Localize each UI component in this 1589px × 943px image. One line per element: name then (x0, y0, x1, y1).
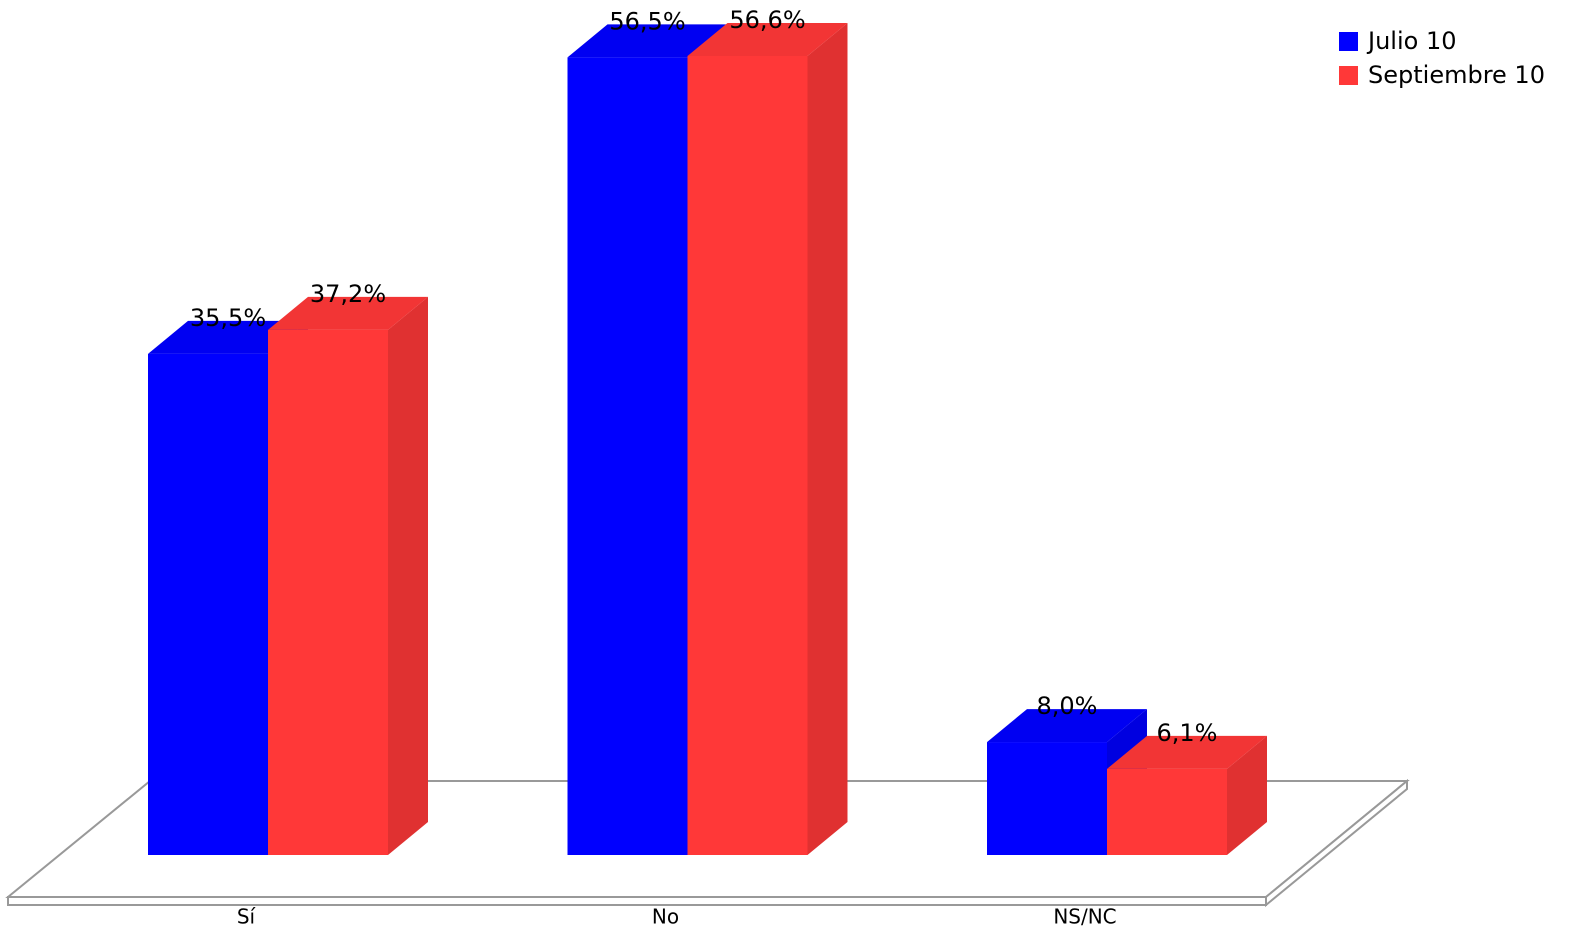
bar-side (1227, 735, 1267, 855)
floor-side (1265, 778, 1408, 908)
value-label: 6,1% (1157, 719, 1218, 747)
bar (148, 353, 268, 855)
bar-top (687, 23, 848, 56)
bar (987, 742, 1107, 855)
x-tick-label: No (652, 905, 679, 929)
bar (687, 56, 808, 855)
x-tick-label: Sí (237, 905, 257, 929)
value-label: 56,6% (729, 6, 805, 34)
value-label: 56,5% (609, 7, 685, 35)
bar-top (987, 709, 1147, 743)
bar-top (268, 296, 428, 330)
bar (268, 329, 388, 855)
legend-swatch (1339, 32, 1358, 51)
value-label: 35,5% (190, 304, 266, 332)
bar-side (807, 23, 848, 855)
bar (1107, 768, 1227, 855)
x-tick-label: NS/NC (1053, 905, 1116, 929)
bar-side (388, 296, 428, 855)
legend-label: Septiembre 10 (1368, 61, 1545, 89)
legend-label: Julio 10 (1366, 27, 1456, 55)
legend-swatch (1339, 66, 1358, 85)
value-label: 8,0% (1037, 692, 1098, 720)
value-label: 37,2% (310, 280, 386, 308)
bar (567, 57, 688, 855)
bar-top (567, 24, 728, 58)
bar-top (1107, 735, 1267, 769)
